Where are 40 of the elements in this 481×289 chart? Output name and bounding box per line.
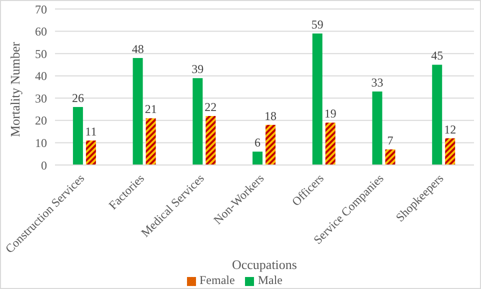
y-tick-label: 10: [35, 136, 47, 150]
data-label: 39: [192, 62, 204, 76]
bar: [132, 58, 143, 165]
y-tick-label: 40: [35, 69, 47, 84]
y-tick-label: 20: [35, 114, 47, 128]
x-axis-title: Occupations: [232, 257, 297, 272]
y-tick-label: 60: [35, 24, 47, 39]
y-tick-label: 50: [35, 46, 47, 61]
data-label: 11: [85, 124, 97, 138]
bar: [266, 124, 276, 165]
data-label: 22: [204, 100, 217, 114]
bar: [385, 149, 396, 165]
bar: [445, 138, 456, 165]
bar: [432, 64, 442, 165]
bar: [372, 91, 382, 165]
data-label: 33: [371, 75, 384, 90]
bar: [86, 140, 96, 165]
y-tick-label: 70: [35, 2, 47, 16]
y-axis-title: Mortality Number: [8, 41, 23, 137]
data-label: 19: [324, 106, 336, 121]
data-label: 18: [264, 108, 277, 123]
data-label: 7: [387, 133, 394, 148]
data-label: 6: [254, 136, 261, 150]
y-tick-label: 30: [35, 91, 47, 106]
bar: [312, 34, 322, 165]
legend-label: Male: [258, 273, 282, 287]
bar: [146, 118, 156, 165]
bar: [252, 152, 263, 165]
data-label: 12: [444, 122, 456, 136]
data-label: 26: [72, 91, 84, 106]
data-label: 21: [144, 102, 157, 116]
y-tick-label: 0: [41, 158, 47, 172]
bar: [206, 116, 216, 165]
bar: [192, 78, 203, 165]
data-label: 48: [132, 42, 144, 56]
bar: [72, 107, 83, 165]
bar: [325, 122, 336, 165]
legend-label: Female: [200, 273, 235, 287]
data-label: 59: [311, 18, 324, 32]
data-label: 45: [431, 48, 444, 63]
